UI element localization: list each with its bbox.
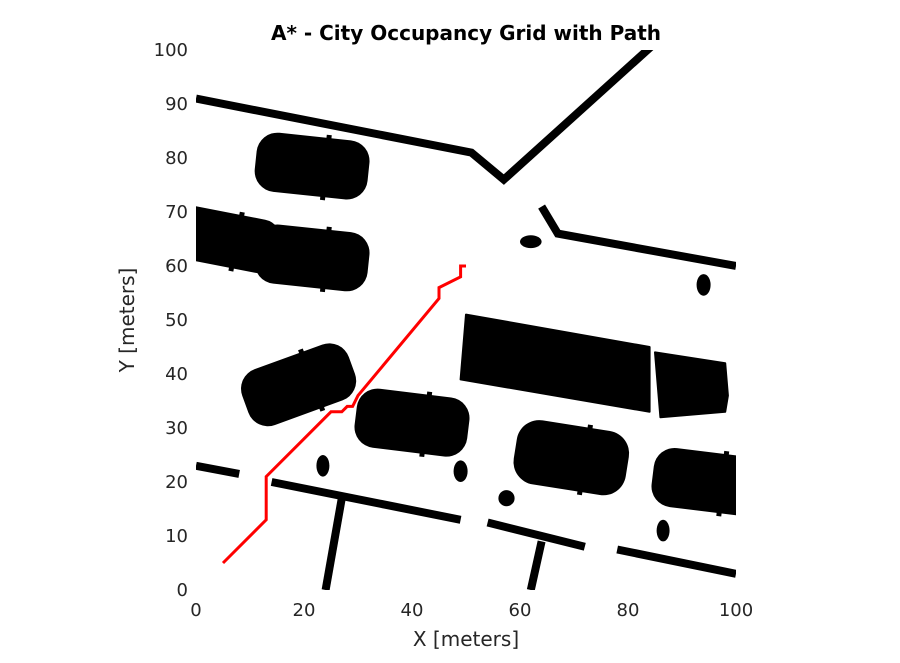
parked-car [354,388,470,458]
wall-segment [196,50,654,185]
car-body [241,343,357,427]
y-tick-label: 60 [165,256,188,277]
parked-car [651,447,736,517]
car-body [254,224,370,292]
car-mirror [228,265,235,272]
small-obstacle [656,519,670,542]
wall-segment [526,540,546,590]
car-mirror [576,489,583,496]
building-block [654,351,729,419]
car-mirror [238,211,245,218]
car-mirror [587,424,593,431]
car-mirror [318,405,326,412]
parked-car [513,420,630,496]
small-obstacle [520,235,542,249]
map-area [196,50,736,590]
small-obstacle [696,274,711,296]
x-tick-label: 40 [401,600,424,621]
wall-segment [486,518,586,551]
y-tick-label: 80 [165,148,188,169]
car-body [196,204,281,274]
parked-car [254,224,370,293]
y-tick-label: 70 [165,202,188,223]
x-tick-label: 100 [719,600,753,621]
x-tick-label: 80 [617,600,640,621]
x-axis-ticks: 0 20 40 60 80 100 [190,600,753,621]
small-obstacle [453,460,468,483]
small-obstacle [316,455,330,477]
car-mirror [298,348,305,355]
wall-segment [321,497,346,590]
car-mirror [326,226,332,233]
car-body [513,420,630,496]
y-tick-label: 50 [165,310,188,331]
car-mirror [319,286,326,293]
wall-segment [538,204,736,270]
y-tick-label: 0 [177,580,188,601]
x-tick-label: 0 [190,600,201,621]
small-obstacle [498,490,515,507]
wall-segment [196,461,240,478]
car-mirror [419,451,425,458]
small-obstacles-layer [316,235,711,542]
walls-layer [196,50,736,590]
chart-title: A* - City Occupancy Grid with Path [271,21,661,45]
y-tick-label: 20 [165,472,188,493]
buildings-layer [459,313,729,419]
wall-segment [270,478,462,524]
car-mirror [326,134,332,141]
y-axis-ticks: 0 10 20 30 40 50 60 70 80 90 100 [154,40,188,601]
car-body [651,447,736,517]
y-axis-label: Y [meters] [115,268,139,374]
car-body [354,388,470,457]
building-block [459,313,651,413]
y-tick-label: 100 [154,40,188,61]
x-tick-label: 60 [509,600,532,621]
car-mirror [716,510,722,517]
y-tick-label: 10 [165,526,188,547]
y-tick-label: 90 [165,94,188,115]
parked-car [196,204,281,274]
car-body [254,132,370,200]
planned-path [221,264,466,565]
parked-car [241,343,357,427]
parked-car [254,132,370,201]
car-mirror [319,194,326,201]
car-mirror [426,391,433,398]
wall-segment [616,545,736,578]
car-mirror [723,450,730,457]
x-tick-label: 20 [293,600,316,621]
x-axis-label: X [meters] [413,627,519,651]
y-tick-label: 30 [165,418,188,439]
y-tick-label: 40 [165,364,188,385]
cars-layer [196,132,736,517]
